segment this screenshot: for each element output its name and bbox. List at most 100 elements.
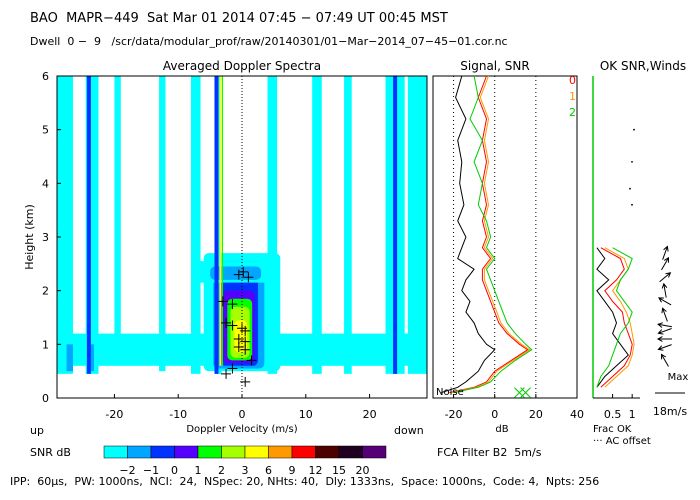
wind-arrow	[661, 307, 668, 322]
ok-series-line	[596, 247, 629, 388]
wind-arrow	[657, 322, 672, 328]
clutter-band	[190, 76, 201, 374]
ok-legend-label: 1	[569, 90, 576, 103]
footer-params: IPP: 60μs, PW: 1000ns, NCI: 24, NSpec: 2…	[10, 475, 600, 488]
colorbar-label: SNR dB	[30, 446, 71, 459]
colorbar-cell	[291, 445, 316, 459]
peak-marker	[240, 344, 251, 355]
spectra-xlabel: Doppler Velocity (m/s)	[186, 424, 297, 435]
wind-dot	[631, 160, 633, 163]
ok-series-line	[596, 247, 633, 388]
snr-x-tick-label: -20	[445, 408, 463, 421]
colorbar-tick-label: 3	[242, 464, 249, 477]
peak-marker	[221, 368, 232, 379]
ok-legend-label: 2	[569, 106, 576, 119]
clutter-band	[114, 76, 121, 350]
colorbar-cell	[150, 445, 175, 459]
colorbar-down-label: down	[394, 424, 424, 437]
snr-frame	[432, 75, 578, 399]
snr-xlabel: dB	[495, 424, 508, 435]
colorbar-cell	[268, 445, 293, 459]
peak-marker	[227, 363, 238, 374]
filter-label: FCA Filter B2 5m/s	[437, 446, 542, 459]
x-tick-label: 10	[299, 408, 313, 421]
y-tick-label: 5	[42, 124, 49, 137]
peak-marker	[227, 299, 238, 310]
colorbar-tick-label: 6	[265, 464, 272, 477]
peak-marker	[246, 355, 257, 366]
low-level-echo	[88, 344, 94, 372]
x-tick-label: 20	[363, 408, 377, 421]
snr-series-line	[449, 75, 529, 394]
colorbar-tick-label: −1	[143, 464, 159, 477]
snr-x-tick-label: 20	[529, 408, 543, 421]
clutter-band	[344, 76, 352, 374]
header-title: BAO MAPR−449 Sat Mar 01 2014 07:45 − 07:…	[30, 11, 448, 26]
colorbar-cell	[103, 445, 128, 459]
y-tick-label: 2	[42, 285, 49, 298]
colorbar-cell	[315, 445, 340, 459]
colorbar-cell	[362, 445, 387, 459]
wind-arrow	[660, 353, 669, 367]
wind-dot	[629, 187, 631, 190]
wind-arrow	[661, 282, 668, 298]
y-tick-label: 3	[42, 231, 49, 244]
y-tick-label: 1	[42, 338, 49, 351]
peak-marker	[233, 342, 244, 353]
spectra-ylabel: Height (km)	[23, 204, 36, 270]
peak-marker	[238, 266, 249, 277]
peak-marker	[227, 320, 238, 331]
ok-series-line	[600, 247, 633, 388]
peak-marker	[240, 376, 251, 387]
wind-arrow	[662, 245, 669, 260]
snr-x-tick-label: 40	[570, 408, 584, 421]
colorbar-cell	[221, 445, 246, 459]
ok-title: OK SNR,Winds	[600, 59, 686, 73]
colorbar-tick-label: 15	[332, 464, 346, 477]
colorbar-up-label: up	[30, 424, 44, 437]
clutter-line	[393, 76, 398, 374]
clutter-band	[57, 76, 73, 374]
wind-arrow	[656, 336, 672, 342]
snr-x-marker	[520, 387, 531, 398]
noise-label: Noise	[436, 387, 464, 398]
peak-marker	[221, 317, 232, 328]
clutter-line	[214, 76, 219, 374]
wind-arrow	[659, 272, 672, 283]
ok-legend-label: 0	[569, 74, 576, 87]
wind-max-label: Max	[668, 372, 689, 383]
peak-marker	[243, 272, 254, 283]
colorbar-tick-label: 2	[218, 464, 225, 477]
colorbar-tick-label: 0	[171, 464, 178, 477]
wind-dot	[631, 203, 633, 206]
spectra-title: Averaged Doppler Spectra	[163, 59, 321, 73]
x-tick-label: 0	[239, 408, 246, 421]
peak-marker	[240, 325, 251, 336]
ok-offset-note: ··· AC offset	[593, 436, 651, 447]
ok-x-tick-label: 1	[629, 408, 636, 421]
colorbar-cell	[338, 445, 363, 459]
low-level-echo	[66, 344, 73, 372]
colorbar-cell	[197, 445, 222, 459]
peak-marker	[233, 269, 244, 280]
wind-arrow	[657, 344, 672, 351]
y-tick-label: 4	[42, 177, 49, 190]
wind-arrow	[658, 297, 672, 306]
y-tick-label: 0	[42, 392, 49, 405]
ok-series-line	[604, 247, 635, 388]
colorbar-cell	[127, 445, 152, 459]
wind-arrow	[661, 256, 670, 271]
ok-x-tick-label: 0.5	[604, 408, 622, 421]
snr-series-line	[451, 75, 531, 394]
snr-series-line	[441, 75, 496, 394]
colorbar-cell	[174, 445, 199, 459]
colorbar-tick-label: −2	[119, 464, 135, 477]
clutter-band	[159, 76, 166, 372]
y-tick-label: 6	[42, 70, 49, 83]
snr-x-tick-label: 0	[491, 408, 498, 421]
x-tick-label: -10	[169, 408, 187, 421]
colorbar-tick-label: 20	[356, 464, 370, 477]
wind-scale-label: 18m/s	[653, 405, 687, 418]
